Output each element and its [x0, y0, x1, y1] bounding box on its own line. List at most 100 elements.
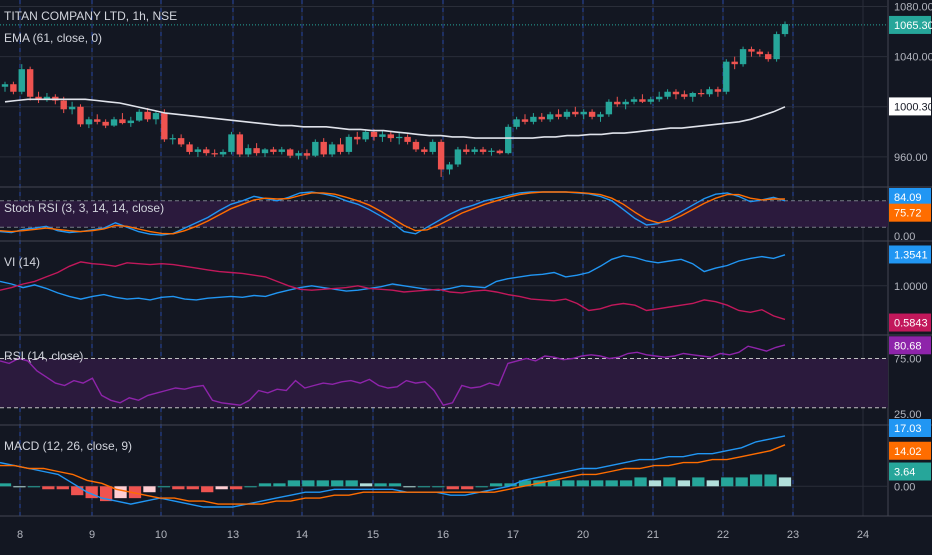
candle-body	[773, 34, 780, 60]
candle-body	[471, 149, 478, 152]
candle-body	[580, 111, 587, 115]
stoch-k-label: 84.09	[894, 192, 922, 204]
candle-body	[10, 84, 17, 92]
candle-body	[505, 126, 512, 154]
rsi-value-label-bg	[889, 336, 931, 355]
macd-histogram-bar	[359, 483, 373, 487]
macd-histogram-bar	[547, 480, 561, 487]
candle-body	[429, 141, 436, 152]
candle-body	[488, 150, 495, 152]
macd-histogram-bar	[446, 486, 459, 490]
candle-body	[320, 141, 327, 155]
candle-body	[127, 120, 135, 124]
candle-body	[68, 106, 76, 110]
candle-body	[219, 151, 227, 155]
candle-body	[655, 96, 663, 100]
candle-body	[689, 93, 696, 97]
candle-body	[354, 136, 361, 140]
macd-value-label-group: 17.03	[889, 419, 931, 437]
macd-value-label: 17.03	[894, 423, 922, 435]
candle-body	[286, 149, 294, 156]
candle-body	[203, 149, 210, 154]
candle-body	[521, 119, 529, 122]
stoch-legend: Stoch RSI (3, 3, 14, 14, close)	[4, 201, 164, 215]
candle-body	[731, 61, 738, 65]
time-tick-label: 14	[296, 529, 308, 541]
candle-body	[236, 134, 244, 155]
time-tick-label: 20	[577, 529, 589, 541]
vi-minus-label: 0.5843	[894, 318, 928, 330]
time-tick-label: 23	[787, 529, 799, 541]
vi-minus-line	[0, 261, 786, 321]
candle-body	[538, 116, 545, 120]
vi-minus-label-bg	[889, 313, 931, 332]
stoch-k-label-bg	[889, 188, 931, 207]
candle-body	[362, 131, 369, 140]
macd-histogram-bar	[432, 486, 445, 488]
candle-body	[186, 144, 193, 152]
macd-tick-label: 0.00	[894, 481, 915, 493]
macd-histogram-bar	[244, 486, 257, 488]
vi-tick-label: 1.0000	[894, 281, 928, 293]
macd-histogram-bar	[475, 486, 488, 488]
candle-body	[781, 24, 789, 35]
candle-body	[328, 144, 336, 155]
candle-body	[135, 111, 143, 121]
macd-histogram-bar	[619, 480, 633, 487]
macd-histogram-bar	[562, 480, 575, 487]
time-tick-label: 15	[367, 529, 379, 541]
macd-histogram-bar	[403, 486, 416, 488]
macd-histogram-bar	[417, 486, 431, 488]
vi-plus-line	[0, 254, 786, 301]
time-tick-label: 21	[647, 529, 659, 541]
last-price-label: 1065.30	[894, 20, 932, 32]
candle-body	[513, 119, 520, 127]
candle-body	[588, 111, 596, 117]
candle-body	[379, 134, 386, 137]
candle-body	[714, 89, 722, 92]
macd-histogram-bar	[663, 477, 676, 487]
candle-body	[496, 150, 504, 154]
candle-body	[421, 149, 428, 152]
macd-histogram-bar	[99, 486, 113, 502]
stoch-tick-label: 0.00	[894, 231, 915, 243]
candle-body	[672, 91, 680, 95]
macd-histogram-bar	[692, 477, 705, 487]
time-tick-label: 17	[507, 529, 519, 541]
macd-histogram-bar	[114, 486, 127, 499]
time-tick-label: 16	[437, 529, 449, 541]
rsi-tick-label: 25.00	[894, 409, 922, 421]
candle-body	[110, 119, 118, 126]
candle-body	[647, 99, 655, 102]
macd-histogram-bar	[71, 486, 84, 496]
macd-histogram-bar	[157, 486, 171, 488]
macd-histogram-bar	[648, 480, 662, 487]
time-tick-label: 24	[857, 529, 869, 541]
macd-histogram-bar	[42, 486, 55, 490]
macd-histogram-bar	[13, 486, 26, 488]
candle-body	[697, 93, 705, 95]
vi-plus-label-bg	[889, 245, 931, 264]
candle-body	[253, 148, 260, 154]
candle-body	[270, 149, 277, 152]
stoch-k-line	[0, 191, 786, 236]
candle-body	[748, 49, 755, 52]
candle-body	[639, 99, 646, 102]
macd-histogram-bar	[85, 486, 98, 499]
candle-body	[412, 141, 420, 150]
macd-histogram-bar	[273, 483, 286, 487]
histogram-value-label-bg	[889, 462, 931, 481]
macd-histogram-bar	[576, 480, 589, 487]
macd-value-label-bg	[889, 419, 931, 437]
candle-body	[395, 136, 403, 139]
vi-minus-label-group: 0.5843	[889, 313, 931, 332]
signal-value-label-group: 14.02	[889, 441, 931, 460]
candle-body	[295, 153, 302, 156]
macd-histogram-bar	[215, 486, 228, 490]
ema-value-label-group: 1000.30	[889, 97, 932, 116]
histogram-value-label: 3.64	[894, 467, 915, 479]
rsi-line	[0, 344, 786, 407]
candle-body	[278, 149, 285, 152]
time-tick-label: 22	[717, 529, 729, 541]
